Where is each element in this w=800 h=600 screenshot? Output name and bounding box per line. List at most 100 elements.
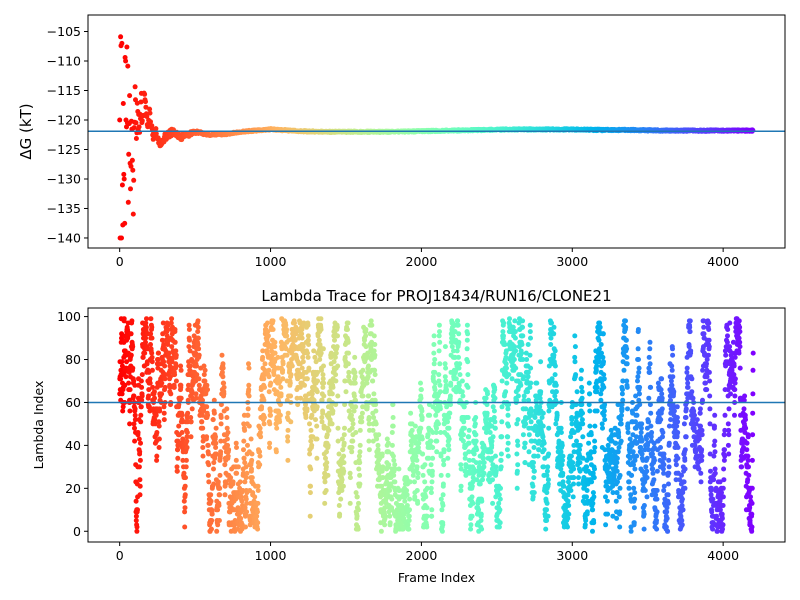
lambda-point: [249, 451, 255, 457]
dg-x-tick-label: 4000: [707, 254, 739, 269]
lambda-point: [270, 327, 276, 332]
lambda-point: [626, 479, 632, 485]
lambda-point: [438, 430, 444, 435]
lambda-point: [608, 427, 614, 433]
lambda-point: [314, 404, 320, 410]
dg-x-tick-label: 1000: [255, 254, 287, 269]
lambda-point: [544, 507, 549, 513]
lambda-point: [473, 438, 479, 444]
lambda-point: [415, 500, 421, 506]
lambda-point: [154, 453, 160, 459]
lambda-point: [127, 421, 133, 427]
lambda-point: [584, 464, 590, 470]
lambda-point: [242, 479, 248, 485]
lambda-point: [274, 425, 280, 431]
lambda-point: [359, 410, 365, 416]
lambda-point: [300, 359, 306, 365]
lambda-point: [413, 453, 419, 459]
lambda-point: [370, 378, 376, 384]
lambda-point: [610, 490, 616, 496]
lambda-point: [625, 406, 630, 412]
lambda-point: [278, 402, 283, 408]
lambda-point: [350, 438, 356, 444]
lambda-point: [628, 528, 634, 534]
lambda-point: [493, 464, 499, 470]
lambda-point: [352, 369, 358, 375]
lambda-point: [261, 376, 267, 382]
lambda-point: [544, 500, 550, 506]
lambda-point: [187, 337, 192, 343]
lambda-point: [594, 389, 600, 395]
lambda-point: [427, 412, 433, 418]
lambda-point: [458, 483, 464, 489]
lambda-point: [246, 423, 252, 429]
lambda-point: [492, 395, 498, 401]
lambda-point: [363, 344, 369, 350]
lambda-point: [445, 419, 450, 425]
lambda-point: [284, 397, 290, 403]
lambda-point: [356, 453, 362, 459]
lambda-point: [548, 342, 554, 347]
lambda-point: [596, 346, 602, 352]
lambda-point: [124, 359, 129, 365]
lambda-point: [431, 350, 437, 356]
lambda-point: [221, 380, 227, 386]
lambda-point: [465, 372, 471, 378]
lambda-point: [156, 436, 162, 442]
lambda-point: [200, 445, 206, 450]
lambda-point: [613, 498, 619, 504]
lambda-point: [464, 337, 470, 343]
lambda-point: [165, 327, 171, 332]
lambda-point: [638, 430, 644, 435]
lambda-point: [202, 378, 208, 384]
lambda-point: [280, 361, 286, 367]
lambda-point: [349, 425, 355, 431]
lambda-point: [222, 462, 228, 468]
dg-y-tick-label: −110: [47, 54, 81, 69]
lambda-point: [366, 438, 372, 444]
lambda-point: [636, 369, 642, 375]
lambda-point: [468, 522, 474, 528]
lambda-point: [249, 475, 255, 481]
lambda-point: [379, 483, 385, 489]
lambda-point: [332, 354, 338, 360]
lambda-point: [520, 432, 526, 438]
dg-point: [117, 117, 123, 123]
lambda-point: [593, 367, 599, 373]
lambda-point: [243, 475, 249, 481]
lambda-point: [342, 425, 347, 431]
lambda-point: [589, 479, 595, 485]
lambda-point: [285, 457, 291, 463]
lambda-point: [314, 455, 320, 461]
lambda-point: [531, 475, 537, 481]
lambda-point: [179, 412, 185, 418]
lambda-point: [122, 382, 128, 388]
lambda-point: [252, 494, 258, 500]
lambda-point: [586, 380, 592, 386]
lambda-point: [437, 361, 443, 367]
lambda-point: [522, 440, 528, 446]
lambda-point: [506, 372, 512, 378]
lambda-point: [363, 327, 369, 332]
dg-point: [125, 63, 131, 69]
lambda-point: [590, 470, 596, 476]
lambda-point: [245, 442, 250, 448]
dg-point: [125, 199, 131, 205]
lambda-point: [429, 513, 435, 519]
lambda-point: [446, 425, 452, 431]
lambda-point: [490, 477, 495, 483]
lambda-point: [380, 464, 386, 470]
lambda-point: [265, 333, 271, 339]
lambda-point: [219, 369, 225, 375]
lambda-point: [148, 342, 153, 347]
lambda-point: [137, 457, 143, 463]
lambda-point: [561, 483, 567, 489]
lambda-point: [465, 384, 471, 390]
lambda-point: [505, 412, 511, 418]
lambda-point: [305, 337, 311, 343]
lambda-point: [127, 408, 133, 414]
lambda-point: [438, 453, 444, 459]
lambda-point: [223, 479, 229, 485]
lambda-point: [288, 393, 294, 399]
lambda-point: [132, 412, 138, 418]
